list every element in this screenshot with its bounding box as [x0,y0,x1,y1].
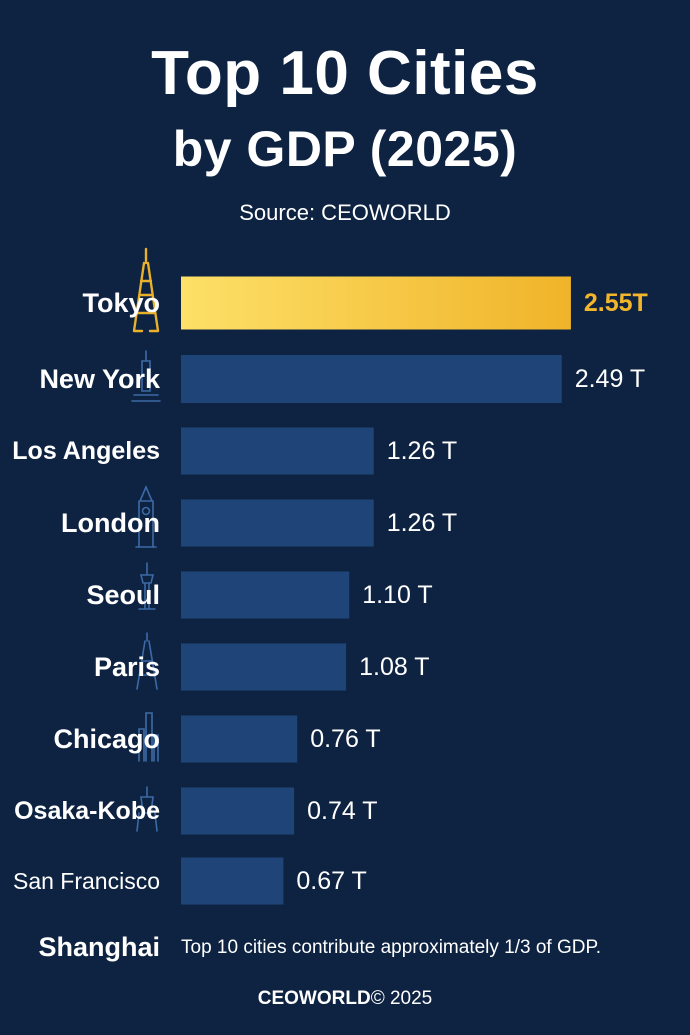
tokyo-tower-icon [132,247,160,333]
value-label: 1.26 T [387,509,457,537]
value-label: 1.10 T [362,581,432,609]
category-label: New York [39,364,161,394]
value-label: 0.67 T [296,867,366,895]
eiffel-tower-icon [136,632,158,690]
bar [181,499,374,547]
bar [181,643,347,691]
value-label: 0.74 T [307,797,377,825]
chart-title: Top 10 Cities [151,39,539,108]
big-ben-icon [135,484,157,548]
category-label: Shanghai [38,932,160,962]
category-label: Tokyo [82,288,160,318]
chart-subtitle: by GDP (2025) [172,121,518,177]
osaka-landmark-icon [136,786,158,832]
value-label: 2.55T [584,289,648,317]
bar [181,715,298,763]
category-label: Osaka-Kobe [14,797,160,825]
value-label: 2.49 T [575,365,645,393]
bar [181,571,350,619]
category-label: Seoul [86,580,160,610]
new-york-landmark-icon [131,350,161,402]
copyright: CEOWORLD© 2025 [0,985,690,1013]
category-label: Chicago [53,724,160,754]
bar [181,787,295,835]
seoul-tower-icon [138,562,156,610]
bar [181,857,284,905]
value-label: 1.08 T [359,653,429,681]
category-label: London [61,508,160,538]
source-note: Source: CEOWORLD [239,200,451,225]
bar [181,276,571,330]
copyright-year: © 2025 [370,988,433,1009]
chicago-skyline-icon [138,712,159,762]
category-label: Paris [94,652,160,682]
copyright-brand: CEOWORLD [257,988,371,1009]
category-label: Los Angeles [12,437,160,465]
bar [181,427,374,475]
value-label: 0.76 T [310,725,380,753]
value-label: 1.26 T [387,437,457,465]
category-label: San Francisco [13,868,160,894]
footnote: Top 10 cities contribute approximately 1… [181,937,601,958]
bar [181,355,562,403]
